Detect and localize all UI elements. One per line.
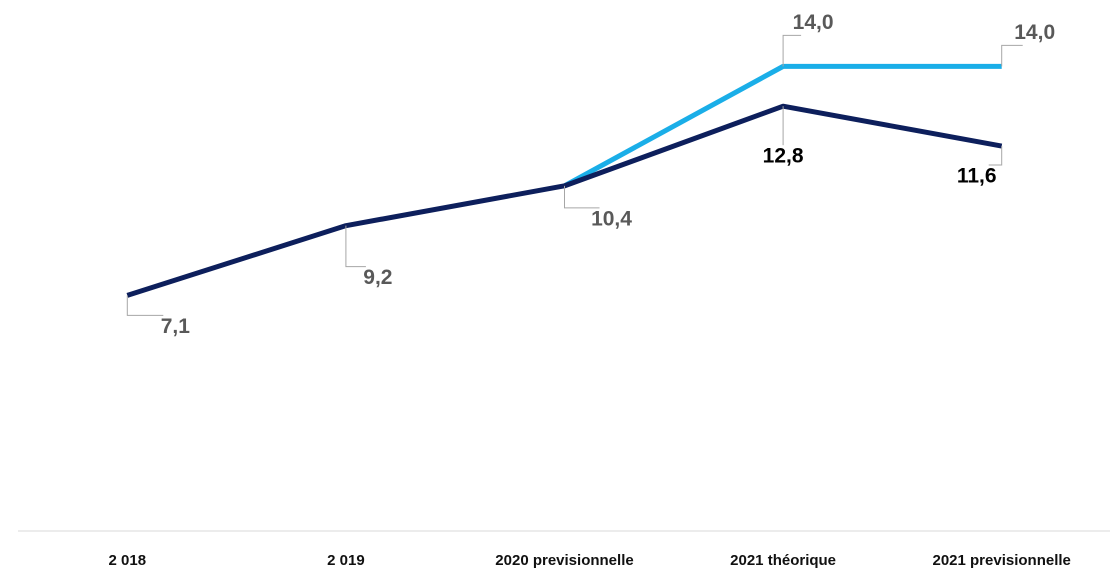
x-tick-label: 2 019 (327, 552, 365, 569)
leader-line (345, 225, 366, 268)
leader-line (782, 34, 802, 67)
value-label: 14,0 (793, 11, 834, 34)
leader-line (564, 185, 600, 209)
x-tick-label: 2021 previsionnelle (932, 552, 1070, 569)
x-tick-label: 2021 théorique (730, 552, 836, 569)
value-label: 14,0 (1014, 21, 1055, 44)
leader-line (126, 295, 164, 316)
value-label: 7,1 (161, 315, 191, 338)
leader-line (1001, 44, 1023, 67)
leader-line (988, 146, 1003, 166)
value-label: 11,6 (957, 165, 997, 188)
value-label: 9,2 (363, 266, 392, 289)
x-tick-label: 2 018 (109, 552, 147, 569)
x-tick-label: 2020 previsionnelle (495, 552, 633, 569)
value-label: 10,4 (591, 207, 632, 230)
value-label: 12,8 (763, 145, 804, 168)
